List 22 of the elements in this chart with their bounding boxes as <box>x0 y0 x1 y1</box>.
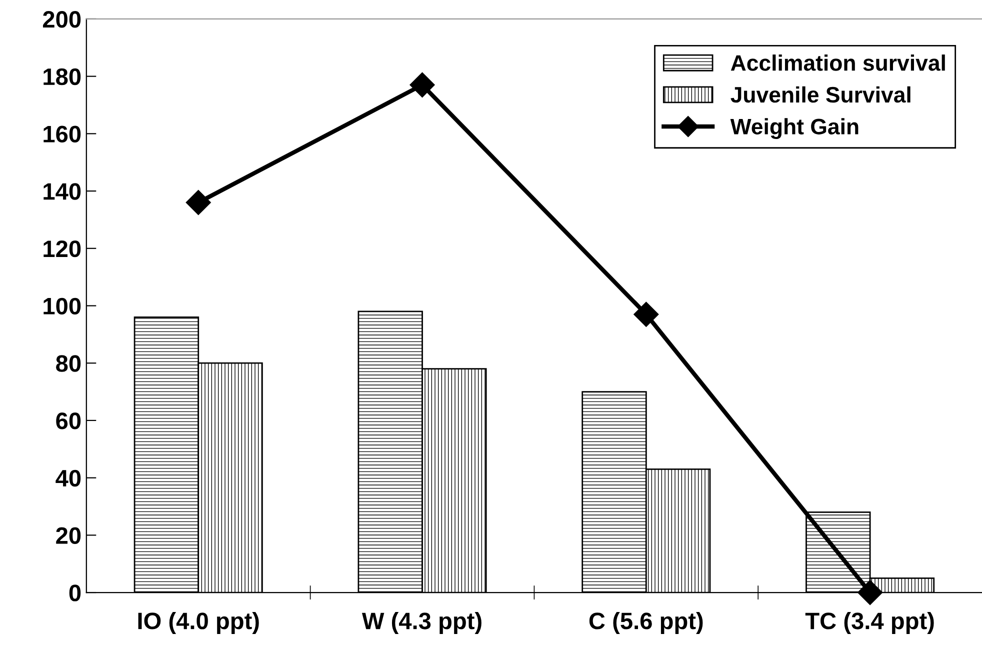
y-tick-label: 180 <box>44 68 81 86</box>
y-tick-label: 120 <box>44 240 81 258</box>
x-tick-label: W (4.3 ppt) <box>362 612 482 634</box>
legend-label: Weight Gain <box>730 118 858 139</box>
point <box>634 302 659 327</box>
x-tick-label: TC (3.4 ppt) <box>805 612 934 634</box>
y-tick-label: 0 <box>69 584 81 602</box>
y-tick-label: 20 <box>56 527 81 544</box>
point <box>410 72 435 98</box>
x-tick-label: C (5.6 ppt) <box>589 612 703 634</box>
y-tick-label: 40 <box>56 470 81 487</box>
y-tick-label: 160 <box>44 126 81 142</box>
y-tick-label: 200 <box>42 11 81 28</box>
y-tick-label: 60 <box>56 412 81 430</box>
point <box>858 580 883 606</box>
y-tick-label: 140 <box>44 183 81 200</box>
y-tick-label: 80 <box>56 355 81 372</box>
y-tick-label: 100 <box>44 298 81 315</box>
point <box>186 190 211 215</box>
legend-label: Acclimation survival <box>730 54 945 71</box>
legend-label: Juvenile Survival <box>730 86 910 103</box>
x-tick-label: IO (4.0 ppt) <box>138 612 259 634</box>
